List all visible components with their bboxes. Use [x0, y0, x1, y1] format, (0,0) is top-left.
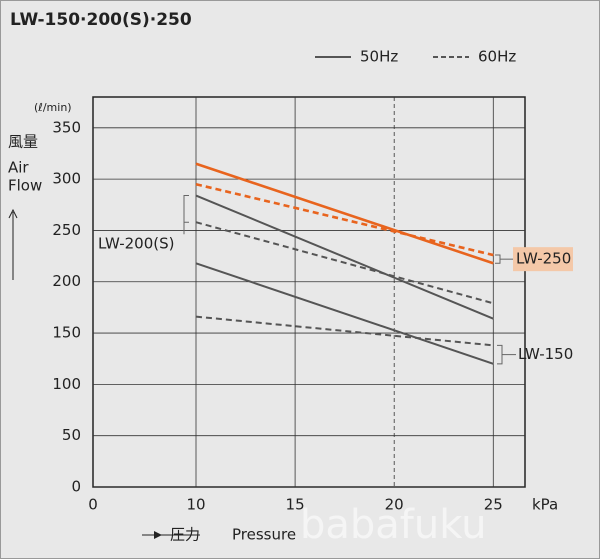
legend-label: 60Hz [478, 48, 516, 66]
label-bracket [183, 195, 189, 223]
label-highlight [513, 247, 573, 272]
group-label: LW-250 [516, 250, 571, 268]
data-line [195, 194, 494, 320]
x-tick-label: 10 [186, 496, 205, 514]
x-arrow-head [154, 531, 162, 539]
x-label-en: Pressure [232, 526, 296, 544]
data-line [195, 262, 494, 365]
y-label-en: Air [8, 159, 29, 177]
y-tick-label: 150 [52, 324, 81, 342]
data-line [195, 221, 494, 305]
legend-label: 50Hz [360, 48, 398, 66]
data-line [195, 182, 494, 257]
y-tick-label: 100 [52, 375, 81, 393]
x-label-jp: 圧力 [170, 526, 200, 544]
watermark: babafuku [300, 502, 487, 548]
y-label-jp: 風量 [8, 133, 38, 151]
y-unit: (ℓ/min) [34, 101, 72, 114]
y-tick-label: 200 [52, 272, 81, 290]
x-tick-label: 15 [286, 496, 305, 514]
chart-title: LW-150·200(S)·250 [10, 10, 192, 30]
x-tick-label: 25 [484, 496, 503, 514]
y-label-en: Flow [8, 177, 42, 195]
x-tick-label: 20 [385, 496, 404, 514]
y-tick-label: 0 [71, 478, 81, 496]
y-arrow-head [8, 208, 18, 219]
x-unit: kPa [532, 496, 558, 514]
y-tick-label: 250 [52, 221, 81, 239]
x-tick-label: 0 [88, 496, 98, 514]
y-tick-label: 300 [52, 170, 81, 188]
y-tick-label: 350 [52, 118, 81, 136]
data-line [195, 162, 494, 265]
y-tick-label: 50 [62, 426, 81, 444]
group-label: LW-150 [518, 345, 573, 363]
group-label: LW-200(S) [98, 235, 174, 253]
